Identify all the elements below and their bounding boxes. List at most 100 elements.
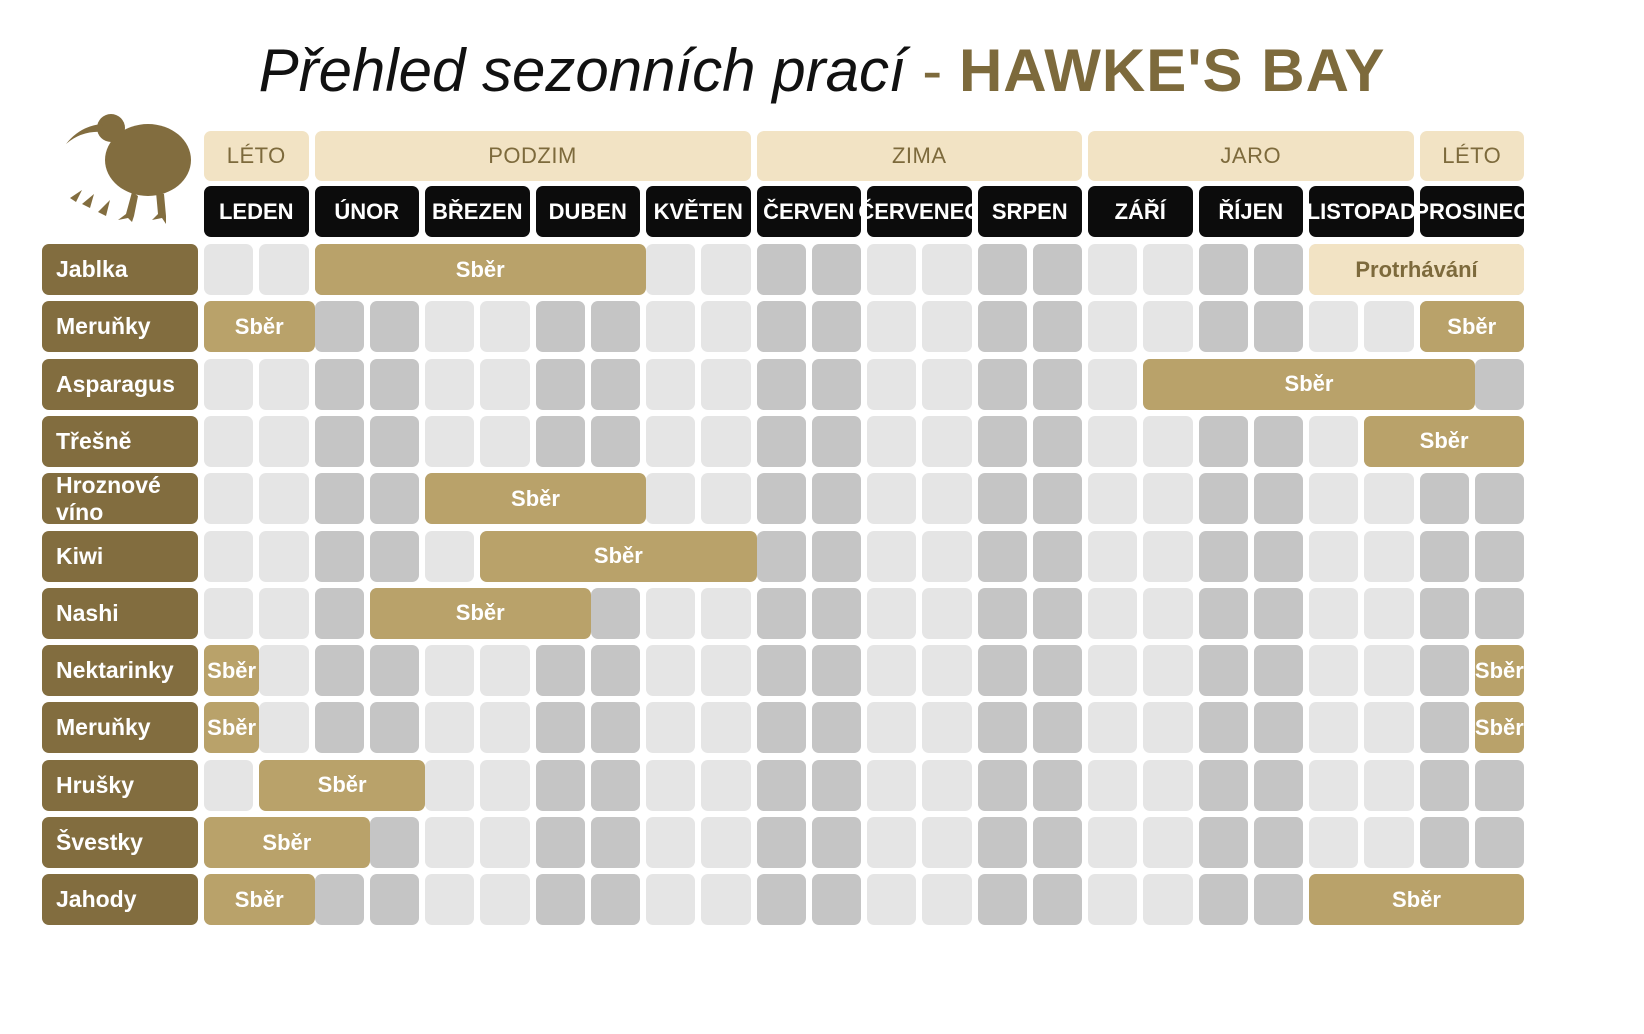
- harvest-bar: Sběr: [1143, 358, 1475, 410]
- grid-cell: [425, 301, 475, 353]
- grid-cell: [369, 817, 419, 868]
- month-header: SRPEN: [977, 186, 1082, 237]
- grid-cell: [590, 587, 640, 639]
- grid-cell: [1143, 415, 1193, 467]
- harvest-bar: Sběr: [1364, 415, 1524, 467]
- grid-cell: [590, 645, 640, 697]
- month-header: KVĚTEN: [646, 186, 751, 237]
- grid-cell: [811, 530, 861, 582]
- grid-cell: [314, 473, 364, 525]
- grid-cell: [425, 874, 475, 926]
- grid-cell: [922, 817, 972, 868]
- grid-cell: [1088, 244, 1138, 295]
- grid-cell: [867, 530, 917, 582]
- grid-cell: [1364, 530, 1414, 582]
- season-header: LÉTO: [204, 131, 309, 181]
- grid-cell: [646, 645, 696, 697]
- grid-cell: [1032, 415, 1082, 467]
- grid-cell: [1309, 473, 1359, 525]
- grid-cell: [1088, 587, 1138, 639]
- grid-cell: [1032, 817, 1082, 868]
- grid-cell: [1143, 301, 1193, 353]
- season-header: ZIMA: [756, 131, 1082, 181]
- crop-label: Hrušky: [42, 759, 198, 811]
- harvest-bar: Sběr: [204, 817, 370, 868]
- grid-cell: [756, 702, 806, 754]
- grid-cell: [425, 530, 475, 582]
- grid-cell: [1143, 702, 1193, 754]
- grid-cell: [867, 874, 917, 926]
- grid-cell: [1032, 702, 1082, 754]
- crop-label: Švestky: [42, 817, 198, 868]
- grid-cell: [590, 874, 640, 926]
- grid-cell: [867, 817, 917, 868]
- grid-cell: [1309, 817, 1359, 868]
- grid-cell: [1088, 358, 1138, 410]
- grid-cell: [1143, 645, 1193, 697]
- grid-cell: [1198, 645, 1248, 697]
- grid-cell: [756, 358, 806, 410]
- grid-cell: [646, 244, 696, 295]
- grid-cell: [259, 702, 309, 754]
- grid-cell: [646, 817, 696, 868]
- grid-cell: [1198, 530, 1248, 582]
- grid-cell: [1143, 817, 1193, 868]
- grid-cell: [369, 415, 419, 467]
- grid-cell: [1474, 530, 1524, 582]
- grid-cell: [1143, 244, 1193, 295]
- season-header: LÉTO: [1419, 131, 1524, 181]
- grid-cell: [535, 645, 585, 697]
- grid-cell: [314, 530, 364, 582]
- grid-cell: [425, 358, 475, 410]
- grid-cell: [590, 358, 640, 410]
- grid-cell: [204, 530, 254, 582]
- grid-cell: [1198, 244, 1248, 295]
- grid-cell: [1474, 473, 1524, 525]
- grid-cell: [1253, 244, 1303, 295]
- grid-cell: [701, 358, 751, 410]
- grid-cell: [369, 645, 419, 697]
- grid-cell: [922, 415, 972, 467]
- grid-cell: [867, 415, 917, 467]
- grid-cell: [1364, 817, 1414, 868]
- grid-cell: [646, 587, 696, 639]
- harvest-bar: Sběr: [1309, 874, 1524, 926]
- grid-cell: [204, 587, 254, 639]
- grid-cell: [535, 358, 585, 410]
- grid-cell: [701, 702, 751, 754]
- grid-cell: [1364, 759, 1414, 811]
- grid-cell: [259, 473, 309, 525]
- grid-cell: [1419, 817, 1469, 868]
- grid-cell: [259, 645, 309, 697]
- crop-label: Třešně: [42, 415, 198, 467]
- grid-cell: [535, 415, 585, 467]
- grid-cell: [480, 817, 530, 868]
- crop-label: Nektarinky: [42, 645, 198, 697]
- grid-cell: [1253, 530, 1303, 582]
- grid-cell: [867, 587, 917, 639]
- grid-cell: [867, 301, 917, 353]
- grid-cell: [590, 702, 640, 754]
- grid-cell: [922, 874, 972, 926]
- grid-cell: [1198, 473, 1248, 525]
- grid-cell: [369, 301, 419, 353]
- grid-cell: [867, 759, 917, 811]
- grid-cell: [425, 415, 475, 467]
- crop-label: Meruňky: [42, 301, 198, 353]
- grid-cell: [977, 645, 1027, 697]
- grid-cell: [1253, 817, 1303, 868]
- harvest-bar: Sběr: [204, 874, 315, 926]
- grid-cell: [977, 530, 1027, 582]
- grid-cell: [314, 702, 364, 754]
- grid-cell: [1474, 759, 1524, 811]
- grid-cell: [977, 817, 1027, 868]
- grid-cell: [756, 645, 806, 697]
- grid-cell: [646, 358, 696, 410]
- grid-cell: [1088, 817, 1138, 868]
- grid-cell: [535, 874, 585, 926]
- page-title: Přehled sezonních prací - HAWKE'S BAY: [0, 36, 1644, 106]
- harvest-bar: Sběr: [425, 473, 646, 525]
- grid-cell: [701, 874, 751, 926]
- grid-cell: [1143, 759, 1193, 811]
